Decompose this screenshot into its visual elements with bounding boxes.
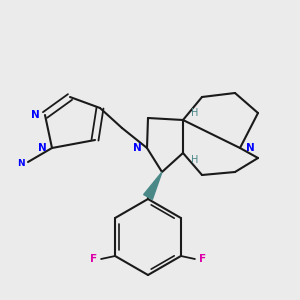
Text: N: N (38, 143, 47, 153)
Text: F: F (199, 254, 206, 264)
Text: N: N (133, 143, 142, 153)
Polygon shape (144, 172, 162, 200)
Text: N: N (17, 160, 25, 169)
Text: F: F (90, 254, 97, 264)
Text: H: H (191, 108, 198, 118)
Text: H: H (191, 155, 198, 165)
Text: N: N (246, 143, 255, 153)
Text: N: N (31, 110, 40, 120)
